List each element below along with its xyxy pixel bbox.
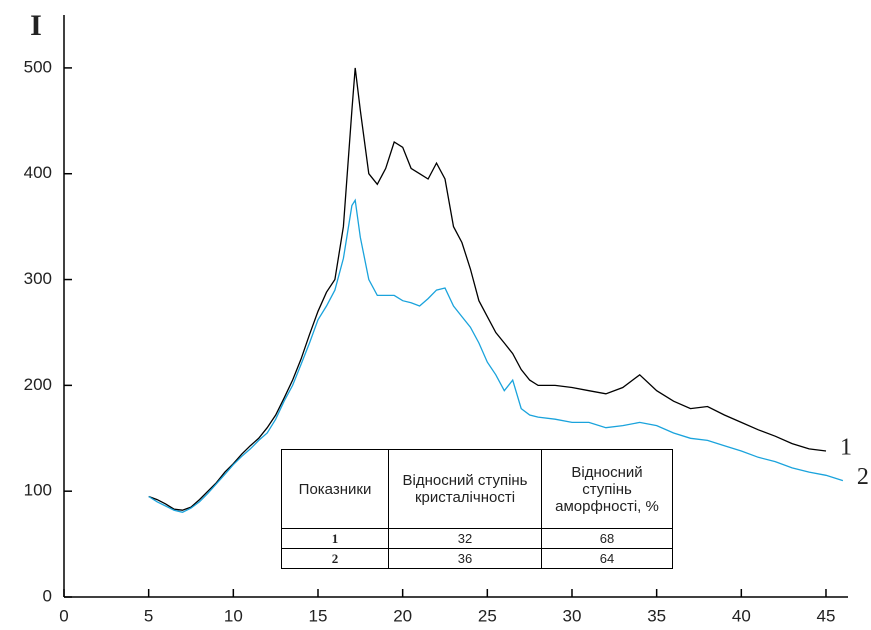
data-line: [148, 67, 827, 511]
x-tick-label: 30: [563, 606, 582, 625]
table-cell: 32: [388, 528, 542, 549]
series-label: 1: [840, 434, 852, 460]
table-header-cell: Відносний ступінь кристалічності: [388, 449, 542, 529]
y-tick-label: 100: [24, 481, 52, 500]
table-header: Показники Відносний ступінь кристалічнос…: [281, 449, 673, 529]
table-cell: 64: [541, 548, 673, 569]
table-header-cell: Відносний ступінь аморфності, %: [541, 449, 673, 529]
x-tick-label: 5: [144, 606, 153, 625]
y-tick-label: 500: [24, 57, 52, 76]
x-tick-label: 0: [59, 606, 68, 625]
table-row: 1 32 68: [281, 528, 673, 549]
x-tick-label: 45: [817, 606, 836, 625]
x-tick-label: 20: [393, 606, 412, 625]
table-row: 2 36 64: [281, 548, 673, 569]
table-cell: 1: [281, 528, 389, 549]
x-tick-label: 15: [309, 606, 328, 625]
y-tick-label: 200: [24, 375, 52, 394]
data-line: [148, 198, 844, 513]
table-cell: 2: [281, 548, 389, 569]
x-tick-label: 10: [224, 606, 243, 625]
series-label: 2: [857, 464, 869, 490]
table-cell: 36: [388, 548, 542, 569]
y-axis-label: I: [30, 9, 42, 42]
table-cell: 68: [541, 528, 673, 549]
y-tick-label: 300: [24, 269, 52, 288]
x-tick-label: 40: [732, 606, 751, 625]
y-tick-label: 400: [24, 163, 52, 182]
y-tick-label: 0: [43, 586, 52, 605]
x-tick-label: 35: [647, 606, 666, 625]
table-header-cell: Показники: [281, 449, 389, 529]
x-tick-label: 25: [478, 606, 497, 625]
results-table: Показники Відносний ступінь кристалічнос…: [281, 449, 673, 569]
